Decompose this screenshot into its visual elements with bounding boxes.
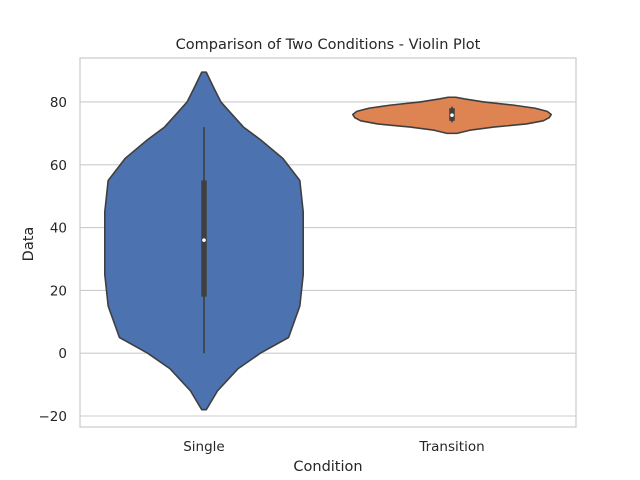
- y-tick-label: 40: [50, 221, 67, 237]
- y-tick-label: 20: [50, 283, 67, 299]
- x-axis-label: Condition: [293, 459, 362, 475]
- x-tick-labels: Single Transition: [183, 439, 484, 455]
- plot-area-frame: [79, 57, 577, 428]
- x-tick-label: Transition: [418, 439, 484, 455]
- x-tick-label: Single: [183, 439, 225, 455]
- violin-median-marker: [450, 113, 454, 117]
- violin-median-marker: [202, 238, 206, 242]
- y-tick-label: −20: [39, 409, 68, 425]
- y-tick-label: 0: [58, 346, 67, 362]
- violin-layer: [104, 71, 552, 411]
- y-tick-label: 80: [50, 95, 67, 111]
- y-tick-label: 60: [50, 158, 67, 174]
- y-axis-label: Data: [21, 227, 37, 262]
- chart-title: Comparison of Two Conditions - Violin Pl…: [176, 37, 481, 53]
- y-tick-labels: −20 0 20 40 60 80: [39, 95, 68, 425]
